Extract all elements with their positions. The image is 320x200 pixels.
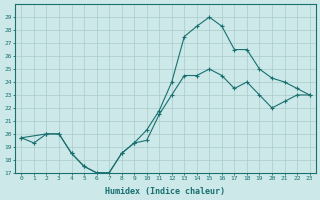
X-axis label: Humidex (Indice chaleur): Humidex (Indice chaleur): [106, 187, 226, 196]
